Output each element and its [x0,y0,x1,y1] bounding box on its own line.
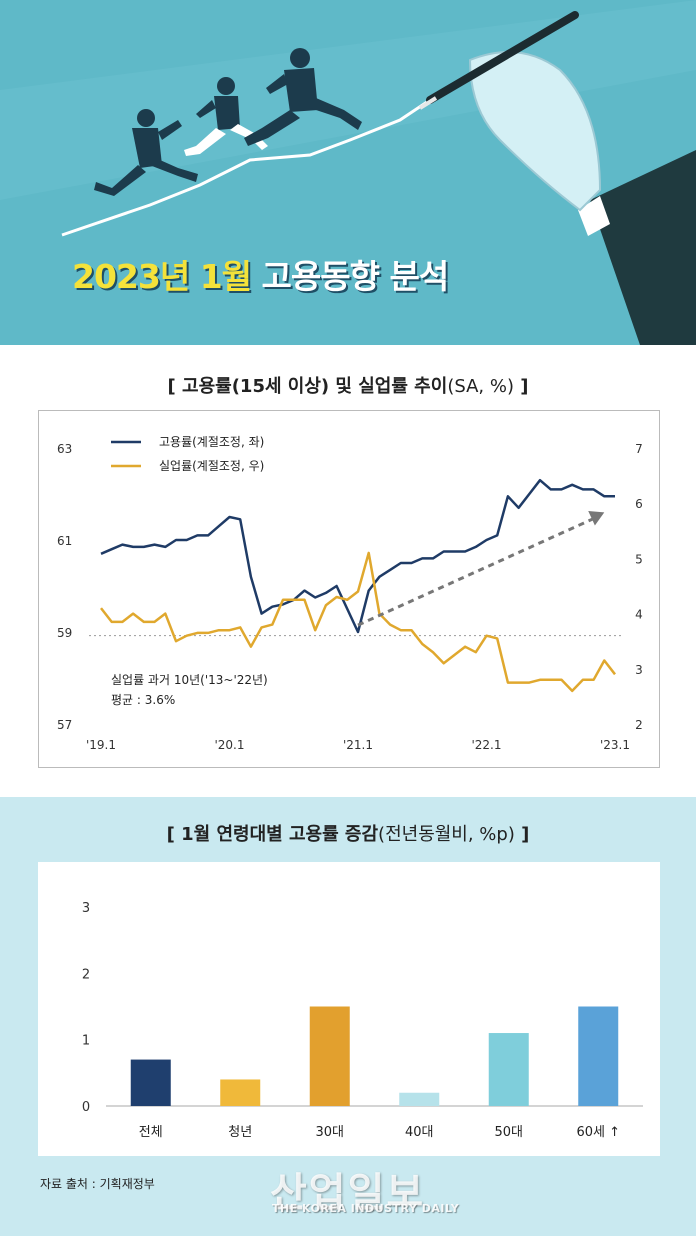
y-axis-tick-label: 0 [82,1100,90,1115]
employment-unemployment-chart-box: 57 59 61 63 2 3 4 5 6 7 '19.1 '20.1 '21.1 '22.1 '23.1 고… [38,410,660,768]
banner-illustration [0,0,696,345]
source-note: 자료 출처 : 기획재정부 [40,1177,155,1191]
category-label: 50대 [494,1125,523,1140]
bar-0 [130,1059,171,1106]
bracket-open: [ [166,824,175,845]
legend-label-employment: 고용률(계절조정, 좌) [159,435,264,449]
bracket-close: ] [521,824,530,845]
banner-title-rest: 고용동향 분석 [261,257,450,296]
unemployment-rate-line [100,551,616,693]
bar-5 [578,1006,619,1106]
bar-chart: 0 1 2 3 전체 청년 30대 40대 50대 60세 ↑ [82,901,643,1140]
age-group-chart-box: 0 1 2 3 전체 청년 30대 40대 50대 60세 ↑ [38,862,660,1156]
category-label: 30대 [315,1125,344,1140]
runner-icon [244,48,362,146]
chart1-title-bold: 고용률(15세 이상) 및 실업률 추이 [182,376,448,397]
category-label: 60세 ↑ [576,1125,620,1140]
right-axis-tick-label: 7 [635,442,643,456]
bar-2 [309,1006,350,1106]
watermark-subtitle: THE KOREA INDUSTRY DAILY [272,1202,460,1215]
trend-arrow-head-icon [588,510,605,526]
category-label: 40대 [405,1125,434,1140]
category-label: 청년 [228,1125,252,1140]
bar-3 [399,1092,440,1106]
chart1-title: [ 고용률(15세 이상) 및 실업률 추이(SA, %) ] [0,372,696,398]
x-axis-tick-label: '19.1 [86,738,116,752]
right-axis-tick-label: 4 [635,608,643,622]
x-axis-tick-label: '21.1 [343,738,373,752]
left-axis-tick-label: 63 [57,442,72,456]
trend-arrow-line [357,516,597,627]
chart2-title-bold: 1월 연령대별 고용률 증감 [181,824,379,845]
chart1-title-unit: (SA, %) [447,376,514,397]
average-annotation-line1: 실업률 과거 10년('13~'22년) [111,673,268,687]
bracket-open: [ [167,376,176,397]
bar-4 [488,1033,529,1106]
right-axis-tick-label: 5 [635,552,643,566]
banner-title: 2023년 1월 고용동향 분석 [72,250,450,298]
hand-with-pen-icon [418,11,696,345]
runner-icon [94,109,198,196]
y-axis-tick-label: 1 [82,1034,90,1049]
banner-title-highlight: 2023년 1월 [72,257,252,296]
right-axis-tick-label: 6 [635,497,643,511]
chart2-title: [ 1월 연령대별 고용률 증감(전년동월비, %p) ] [0,820,696,846]
y-axis-tick-label: 3 [82,901,90,916]
bracket-close: ] [520,376,529,397]
category-label: 전체 [139,1125,163,1140]
left-axis-tick-label: 61 [57,534,72,548]
watermark-logo: 산업일보 [270,1170,426,1216]
x-axis-tick-label: '23.1 [600,738,630,752]
left-axis-tick-label: 59 [57,626,72,640]
y-axis-tick-label: 2 [82,967,90,982]
chart2-title-unit: (전년동월비, %p) [378,824,515,845]
employment-rate-line [100,478,615,634]
legend-label-unemployment: 실업률(계절조정, 우) [159,459,264,473]
right-axis-tick-label: 3 [635,663,643,677]
average-annotation-line2: 평균 : 3.6% [111,693,175,707]
x-axis-tick-label: '22.1 [471,738,501,752]
bar-1 [220,1079,261,1106]
right-axis-tick-label: 2 [635,718,643,732]
left-axis-tick-label: 57 [57,718,72,732]
header-banner: 2023년 1월 고용동향 분석 [0,0,696,345]
x-axis-tick-label: '20.1 [214,738,244,752]
line-chart: 57 59 61 63 2 3 4 5 6 7 '19.1 '20.1 '21.1 '22.1 '23.1 고… [57,435,643,752]
growth-line-icon [61,98,431,237]
